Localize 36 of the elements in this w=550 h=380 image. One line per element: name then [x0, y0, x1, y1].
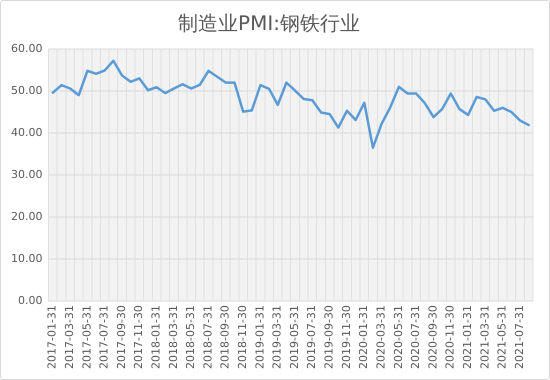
y-tick-label: 50.00 [10, 84, 42, 97]
y-tick-label: 0.00 [18, 294, 42, 307]
x-tick-label: 2019-03-31 [270, 305, 284, 370]
y-tick-label: 30.00 [10, 168, 42, 181]
x-tick-label: 2021-05-31 [496, 305, 509, 370]
x-tick-label: 2018-01-31 [150, 305, 162, 370]
x-tick-label: 2020-11-30 [444, 305, 457, 370]
x-tick-label: 2018-03-31 [166, 305, 180, 370]
x-tick-label: 2018-05-31 [184, 305, 198, 370]
y-tick-label: 60.00 [10, 42, 42, 55]
x-tick-label: 2017-09-30 [114, 305, 128, 370]
x-tick-label: 2017-07-31 [98, 305, 111, 370]
x-tick-label: 2020-03-31 [374, 305, 388, 370]
x-tick-label: 2017-03-31 [62, 305, 76, 370]
x-tick-label: 2019-11-30 [340, 305, 353, 370]
x-tick-label: 2020-05-31 [392, 305, 405, 370]
chart-title: 制造业PMI:钢铁行业 [178, 11, 360, 36]
x-tick-label: 2019-01-31 [253, 305, 266, 370]
x-tick-label: 2021-03-31 [478, 305, 492, 370]
x-tick-label: 2021-01-31 [460, 305, 474, 370]
x-tick-label: 2019-07-31 [305, 305, 318, 370]
x-tick-label: 2017-01-31 [46, 305, 59, 370]
x-tick-label: 2017-11-30 [132, 305, 146, 370]
x-tick-label: 2021-07-31 [512, 305, 526, 370]
x-tick-label: 2020-07-31 [409, 305, 422, 370]
x-tick-label: 2018-09-30 [218, 305, 232, 370]
x-tick-label: 2017-05-31 [80, 305, 94, 370]
x-tick-label: 2018-07-31 [201, 305, 214, 370]
y-tick-label: 40.00 [10, 126, 42, 139]
x-tick-label: 2020-09-30 [426, 305, 440, 370]
x-tick-label: 2019-09-30 [322, 305, 336, 370]
y-tick-label: 10.00 [10, 252, 42, 265]
x-tick-label: 2018-11-30 [236, 305, 250, 370]
x-tick-label: 2020-01-31 [357, 305, 370, 370]
x-tick-label: 2019-05-31 [288, 305, 301, 370]
y-tick-label: 20.00 [10, 210, 42, 223]
